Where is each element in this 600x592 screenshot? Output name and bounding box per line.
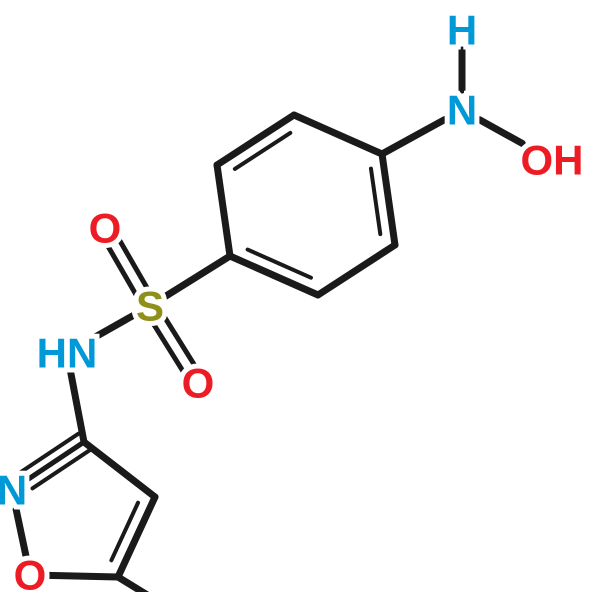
atom-label-N_top: N [447,87,477,134]
atom-label-N_iso: N [0,467,27,514]
atom-label-O_s1: O [89,205,122,252]
atom-label-O_iso: O [14,552,47,592]
atom-label-H_top: H [447,7,477,54]
atom-label-S: S [136,283,164,330]
atom-label-O_s2: O [182,360,215,407]
atom-label-HN: HN [37,330,98,377]
chemical-structure-diagram: HHNNOHOHSSOOOOHNHNNNOO [0,0,600,592]
atom-label-OH: OH [521,137,584,184]
